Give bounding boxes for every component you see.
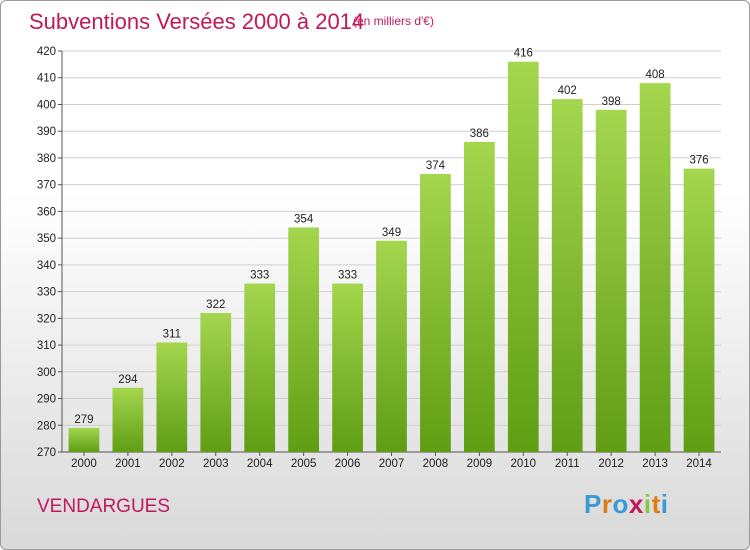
y-tick-label: 290 [37,394,56,406]
bar-2008 [420,173,451,452]
x-tick-label-2013: 2013 [642,458,668,470]
bar-2013 [639,83,671,452]
data-label-2004: 333 [250,270,269,282]
x-tick-label-2014: 2014 [686,458,712,470]
x-tick-label-2006: 2006 [335,458,361,470]
data-label-2009: 386 [470,128,489,140]
logo-letter: r [601,489,613,519]
bar-2002 [156,342,188,452]
x-tick-label-2002: 2002 [159,458,185,470]
labels: 279 294 311 322 333 354 333 349 374 386 416 402 398 4… [74,48,708,426]
data-label-2006: 333 [338,270,357,282]
y-tick-label: 390 [37,126,56,138]
bar-2005 [288,227,320,452]
y-tick-label: 310 [37,340,56,352]
commune-name: VENDARGUES [37,496,171,517]
logo-letter: P [584,489,602,519]
bar-2004 [244,283,276,452]
y-tick-label: 420 [37,46,56,58]
x-tick-label-2001: 2001 [115,458,141,470]
x-tick-label-2004: 2004 [247,458,273,470]
data-label-2010: 416 [514,48,533,60]
logo-letter: i [643,489,652,519]
bars [68,61,715,453]
data-label-2011: 402 [558,85,577,97]
y-tick-label: 400 [37,99,56,111]
data-label-2012: 398 [602,96,621,108]
x-tick-label-2007: 2007 [379,458,405,470]
x-tick-label-2008: 2008 [423,458,449,470]
data-label-2007: 349 [382,227,401,239]
bar-2012 [595,109,627,453]
x-tick-label-2009: 2009 [467,458,493,470]
data-label-2013: 408 [646,69,665,81]
proxiti-logo: Proxiti [584,489,668,520]
bar-2000 [68,427,100,452]
x-tick-label-2005: 2005 [291,458,317,470]
y-tick-label: 370 [37,180,56,192]
x-tick-label-2000: 2000 [71,458,97,470]
y-tick-label: 270 [37,447,56,459]
data-label-2000: 279 [74,414,93,426]
y-tick-label: 350 [37,233,56,245]
data-label-2003: 322 [206,299,225,311]
y-tick-label: 300 [37,367,56,379]
bar-2007 [376,240,407,452]
logo-letter: o [612,489,629,519]
data-label-2005: 354 [294,213,314,225]
x-tick-label-2012: 2012 [598,458,624,470]
bar-2001 [112,387,144,452]
y-tick-label: 340 [37,260,56,272]
chart-title: Subventions Versées 2000 à 2014 [29,9,365,34]
data-label-2001: 294 [118,374,138,386]
data-label-2002: 311 [163,328,181,340]
x-tick-label-2011: 2011 [555,458,580,470]
x-tick-label-2003: 2003 [203,458,229,470]
y-tick-label: 280 [37,420,56,432]
x-tick-label-2010: 2010 [511,458,537,470]
bar-2010 [507,61,539,453]
y-tick-label: 330 [37,287,56,299]
logo-letter: t [651,489,661,519]
bar-2011 [551,99,583,453]
logo-letter: i [660,489,669,519]
y-tick-label: 380 [37,153,56,165]
y-tick-label: 410 [37,73,56,85]
data-label-2014: 376 [689,155,708,167]
bar-2009 [463,141,495,453]
bar-2014 [683,168,715,453]
bar-2003 [200,312,232,452]
chart-subtitle: (en milliers d'€) [353,14,434,28]
axes: 270 280 290 300 310 320 330 340 350 360 370 380 390 4… [37,46,721,470]
y-tick-label: 360 [37,206,56,218]
data-label-2008: 374 [426,160,446,172]
y-tick-label: 320 [37,313,56,325]
bar-2006 [332,283,363,452]
logo-letter: x [628,489,644,519]
